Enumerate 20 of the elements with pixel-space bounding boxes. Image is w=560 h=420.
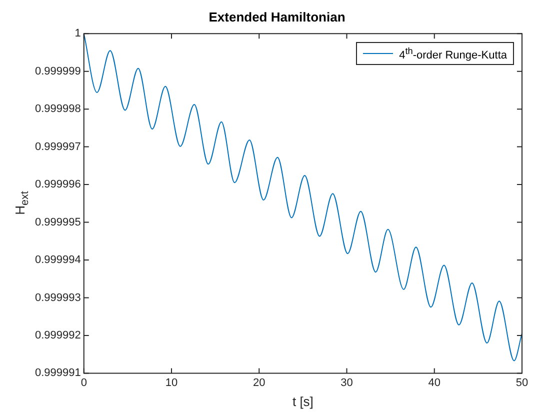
y-tick-label: 0.999992 bbox=[34, 330, 81, 342]
y-tick-label: 0.999996 bbox=[34, 178, 81, 191]
x-axis-title: t [s] bbox=[292, 394, 314, 409]
y-tick-label: 0.999998 bbox=[34, 103, 81, 116]
y-tick-label: 0.999994 bbox=[34, 254, 81, 266]
y-tick-label: 0.999999 bbox=[34, 65, 81, 78]
x-tick-label: 20 bbox=[253, 376, 266, 389]
x-tick-label: 0 bbox=[80, 376, 87, 389]
y-tick-label: 0.999991 bbox=[34, 367, 81, 380]
x-tick-label: 30 bbox=[340, 376, 353, 389]
legend-label: 4$^{th}$-order Runge-Kutta bbox=[399, 46, 507, 62]
y-tick-label: 0.999997 bbox=[34, 140, 81, 153]
y-tick-label: 0.999993 bbox=[34, 292, 81, 304]
y-tick-label: 1 bbox=[74, 28, 81, 40]
x-tick-label: 50 bbox=[516, 376, 528, 389]
chart-title: Extended Hamiltonian bbox=[208, 9, 346, 24]
line-series bbox=[84, 34, 522, 362]
y-tick-label: 0.999995 bbox=[34, 216, 81, 228]
x-tick-label: 40 bbox=[428, 376, 440, 389]
x-tick-label: 10 bbox=[165, 376, 178, 389]
